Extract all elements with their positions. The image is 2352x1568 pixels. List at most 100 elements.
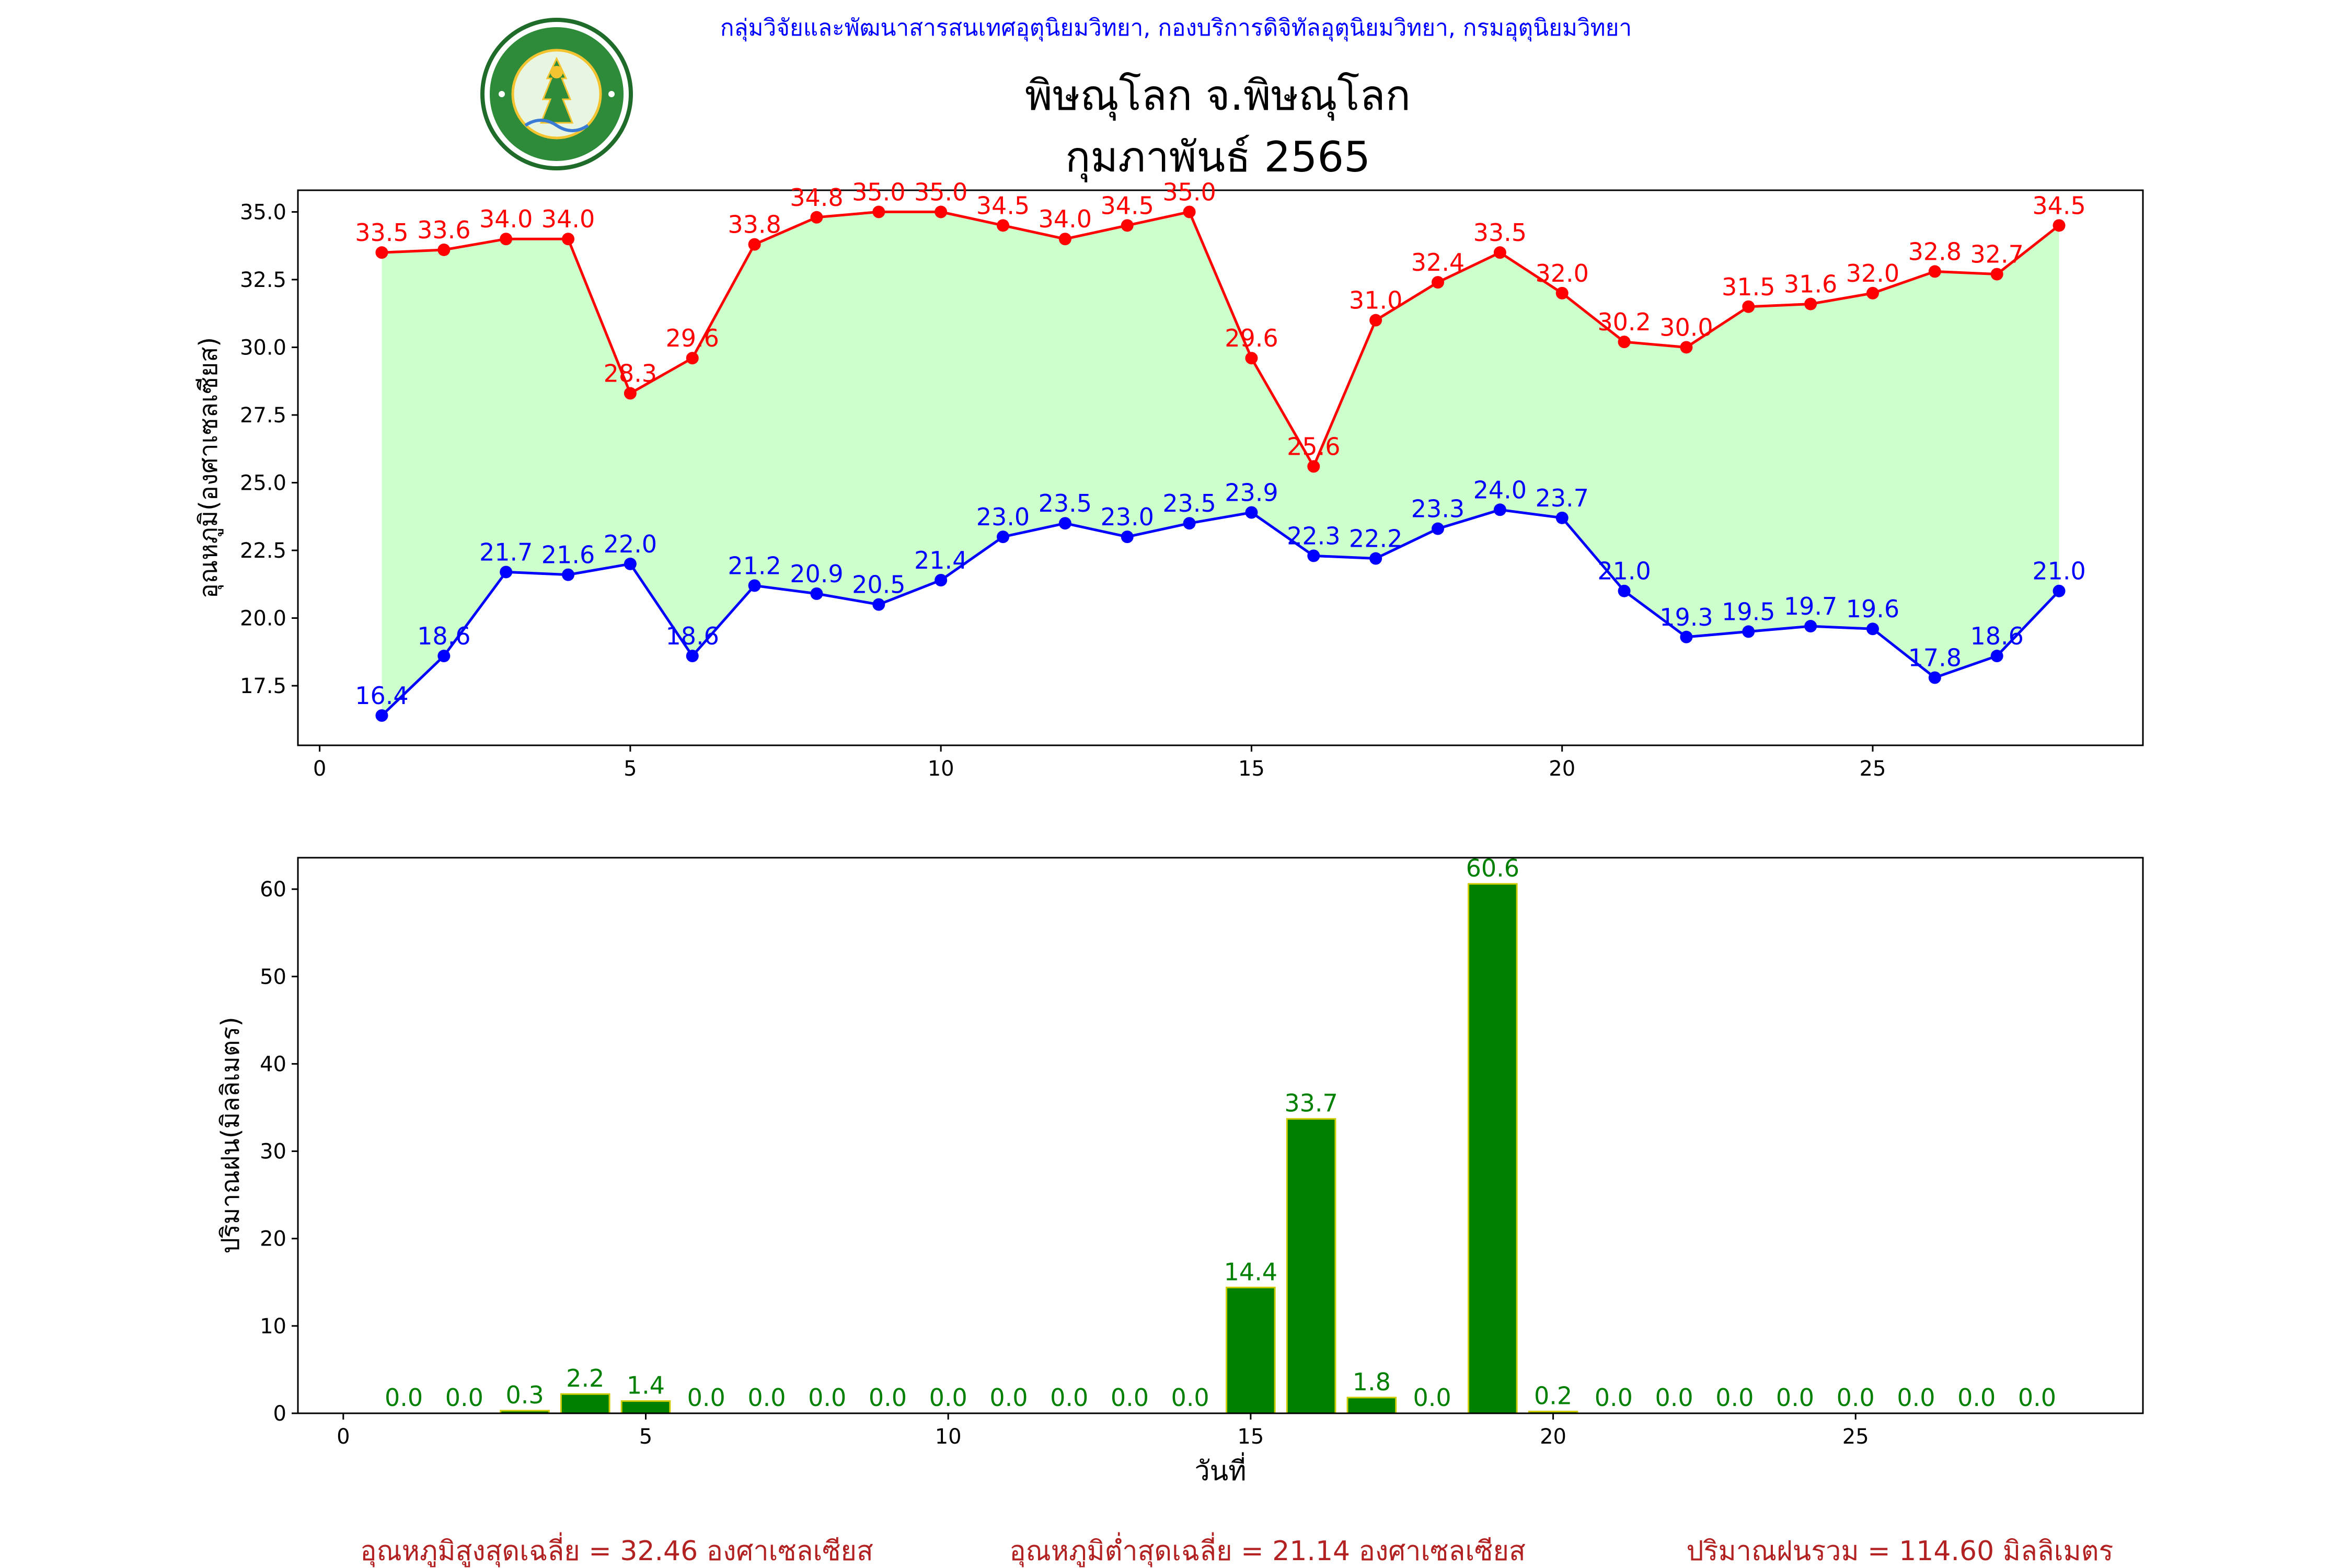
rainfall-chart: 0.0 0.0 0.32.2 1.4 0.0 0.0 0.0 0.0 0.0 0.0 0.0 0.0 0… bbox=[216, 854, 2144, 1487]
min-temp-data-label: 21.0 bbox=[2032, 557, 2085, 585]
max-temp-data-label: 30.0 bbox=[1659, 313, 1713, 341]
min-temp-point bbox=[935, 573, 948, 586]
temperature-range-fill bbox=[382, 212, 2059, 716]
rainfall-y-tick-label: 0 bbox=[273, 1402, 286, 1426]
max-temp-point bbox=[500, 233, 513, 246]
max-temp-point bbox=[624, 387, 637, 400]
max-temp-data-label: 29.6 bbox=[666, 324, 719, 352]
max-temp-data-label: 35.0 bbox=[852, 178, 905, 206]
org-line: กลุ่มวิจัยและพัฒนาสารสนเทศอุตุนิยมวิทยา,… bbox=[720, 15, 1632, 42]
rainfall-data-label: 0.0 bbox=[1413, 1383, 1451, 1412]
rainfall-plot-marks: 0.0 0.0 0.3 2.2 1.4 0.0 0.0 0.0 0.0 0.0 0.0 0.0 0.0 0… bbox=[385, 854, 2056, 1414]
min-temp-data-label: 22.0 bbox=[604, 530, 657, 558]
min-temp-point bbox=[1742, 625, 1755, 638]
rainfall-y-tick-label: 10 bbox=[260, 1315, 286, 1339]
rainfall-x-tick-label: 20 bbox=[1540, 1425, 1566, 1449]
rainfall-data-label: 0.0 bbox=[1897, 1383, 1935, 1412]
max-temp-data-label: 34.5 bbox=[2032, 191, 2085, 220]
min-temp-point bbox=[1866, 622, 1879, 636]
rainfall-axes: 0 5 10 15 20 25 0 10 20 30 40 50 60 bbox=[260, 878, 1869, 1449]
rainfall-bar bbox=[1346, 1397, 1397, 1414]
rainfall-data-label: 0.0 bbox=[385, 1383, 423, 1412]
min-temp-data-label: 18.6 bbox=[417, 622, 470, 650]
max-temp-point bbox=[1555, 286, 1569, 299]
max-temp-data-label: 33.8 bbox=[728, 211, 781, 239]
max-temp-data-label: 31.0 bbox=[1349, 286, 1402, 315]
rainfall-data-label: 0.0 bbox=[1595, 1383, 1633, 1412]
max-temp-data-label: 34.8 bbox=[790, 183, 843, 212]
max-temp-data-label: 31.5 bbox=[1722, 273, 1775, 301]
min-temp-point bbox=[1058, 517, 1071, 530]
max-temp-point bbox=[810, 211, 823, 224]
min-temp-point bbox=[1183, 517, 1196, 530]
min-temp-data-label: 20.5 bbox=[852, 571, 905, 599]
min-temp-data-label: 19.7 bbox=[1784, 592, 1837, 620]
min-temp-data-label: 23.7 bbox=[1535, 484, 1588, 512]
max-temp-point bbox=[1058, 233, 1071, 246]
temperature-x-tick-label: 10 bbox=[928, 757, 954, 781]
rainfall-x-tick-label: 5 bbox=[639, 1425, 652, 1449]
min-temp-point bbox=[1618, 584, 1631, 597]
max-temp-data-label: 32.7 bbox=[1970, 240, 2023, 269]
max-temp-point bbox=[1990, 268, 2003, 281]
min-temp-point bbox=[1680, 630, 1693, 643]
max-temp-line bbox=[382, 210, 2060, 470]
min-temp-data-label: 21.2 bbox=[728, 551, 781, 580]
max-temp-data-label: 34.0 bbox=[479, 205, 533, 233]
rainfall-data-label: 0.0 bbox=[989, 1383, 1028, 1412]
total-rain-text: ปริมาณฝนรวม = 114.60 มิลลิเมตร bbox=[1687, 1536, 2114, 1567]
avg-max-temp-text: อุณหภูมิสูงสุดเฉลี่ย = 32.46 องศาเซลเซีย… bbox=[360, 1532, 873, 1567]
max-temp-data-label: 33.6 bbox=[417, 216, 470, 244]
min-temp-point bbox=[1121, 531, 1134, 544]
max-temp-point bbox=[1680, 341, 1693, 354]
min-temp-data-label: 23.0 bbox=[976, 503, 1030, 531]
max-temp-point bbox=[1742, 300, 1755, 313]
min-temp-point bbox=[686, 650, 699, 663]
min-temp-data-label: 24.0 bbox=[1473, 476, 1527, 504]
rainfall-data-label: 0.3 bbox=[505, 1381, 544, 1409]
max-temp-data-label: 34.5 bbox=[976, 191, 1030, 220]
rainfall-data-label: 0.0 bbox=[1655, 1383, 1693, 1412]
temperature-y-tick-label: 25.0 bbox=[240, 471, 286, 495]
rainfall-data-label: 0.0 bbox=[1715, 1383, 1754, 1412]
min-temp-point bbox=[624, 557, 637, 570]
min-temp-data-label: 23.5 bbox=[1039, 489, 1092, 517]
max-temp-point bbox=[1183, 205, 1196, 218]
month-title: กุมภาพันธ์ 2565 bbox=[1065, 133, 1370, 182]
min-temp-data-label: 23.5 bbox=[1162, 489, 1216, 517]
max-temp-data-label: 35.0 bbox=[1162, 178, 1216, 206]
rainfall-data-label: 2.2 bbox=[566, 1364, 604, 1392]
min-temp-data-label: 21.7 bbox=[479, 538, 533, 566]
min-temp-data-label: 16.4 bbox=[355, 682, 408, 710]
rainfall-data-label: 0.2 bbox=[1534, 1382, 1572, 1410]
max-temp-data-label: 33.5 bbox=[1473, 218, 1527, 247]
rainfall-y-tick-label: 50 bbox=[260, 965, 286, 989]
min-temp-data-label: 22.2 bbox=[1349, 525, 1402, 553]
max-temp-data-label: 32.8 bbox=[1908, 237, 1962, 266]
rainfall-data-label: 0.0 bbox=[747, 1383, 786, 1412]
temperature-x-tick-label: 15 bbox=[1238, 757, 1265, 781]
min-temp-point bbox=[500, 566, 513, 579]
min-temp-point bbox=[1245, 506, 1258, 519]
max-temp-data-label: 32.0 bbox=[1535, 259, 1588, 287]
min-temp-point bbox=[1369, 552, 1382, 565]
rainfall-y-tick-label: 60 bbox=[260, 878, 286, 902]
rainfall-bar bbox=[620, 1400, 671, 1414]
rainfall-data-label: 33.7 bbox=[1284, 1089, 1338, 1117]
max-temp-point bbox=[686, 352, 699, 365]
min-temp-point bbox=[2053, 584, 2066, 597]
min-temp-point bbox=[375, 709, 388, 722]
rainfall-data-label: 0.0 bbox=[1111, 1383, 1149, 1412]
temperature-y-axis-label: อุณหภูมิ(องศาเซลเซียส) bbox=[194, 337, 224, 598]
min-temp-data-label: 23.0 bbox=[1101, 503, 1154, 531]
rainfall-data-label: 0.0 bbox=[1050, 1383, 1088, 1412]
max-temp-point bbox=[375, 246, 388, 259]
max-temp-point bbox=[935, 205, 948, 218]
min-temp-point bbox=[562, 568, 575, 581]
max-temp-data-label: 35.0 bbox=[914, 178, 967, 206]
min-temp-data-label: 23.3 bbox=[1411, 495, 1465, 523]
max-temp-point bbox=[1804, 297, 1817, 310]
temperature-y-tick-label: 27.5 bbox=[240, 403, 286, 428]
max-temp-data-label: 34.0 bbox=[541, 205, 595, 233]
